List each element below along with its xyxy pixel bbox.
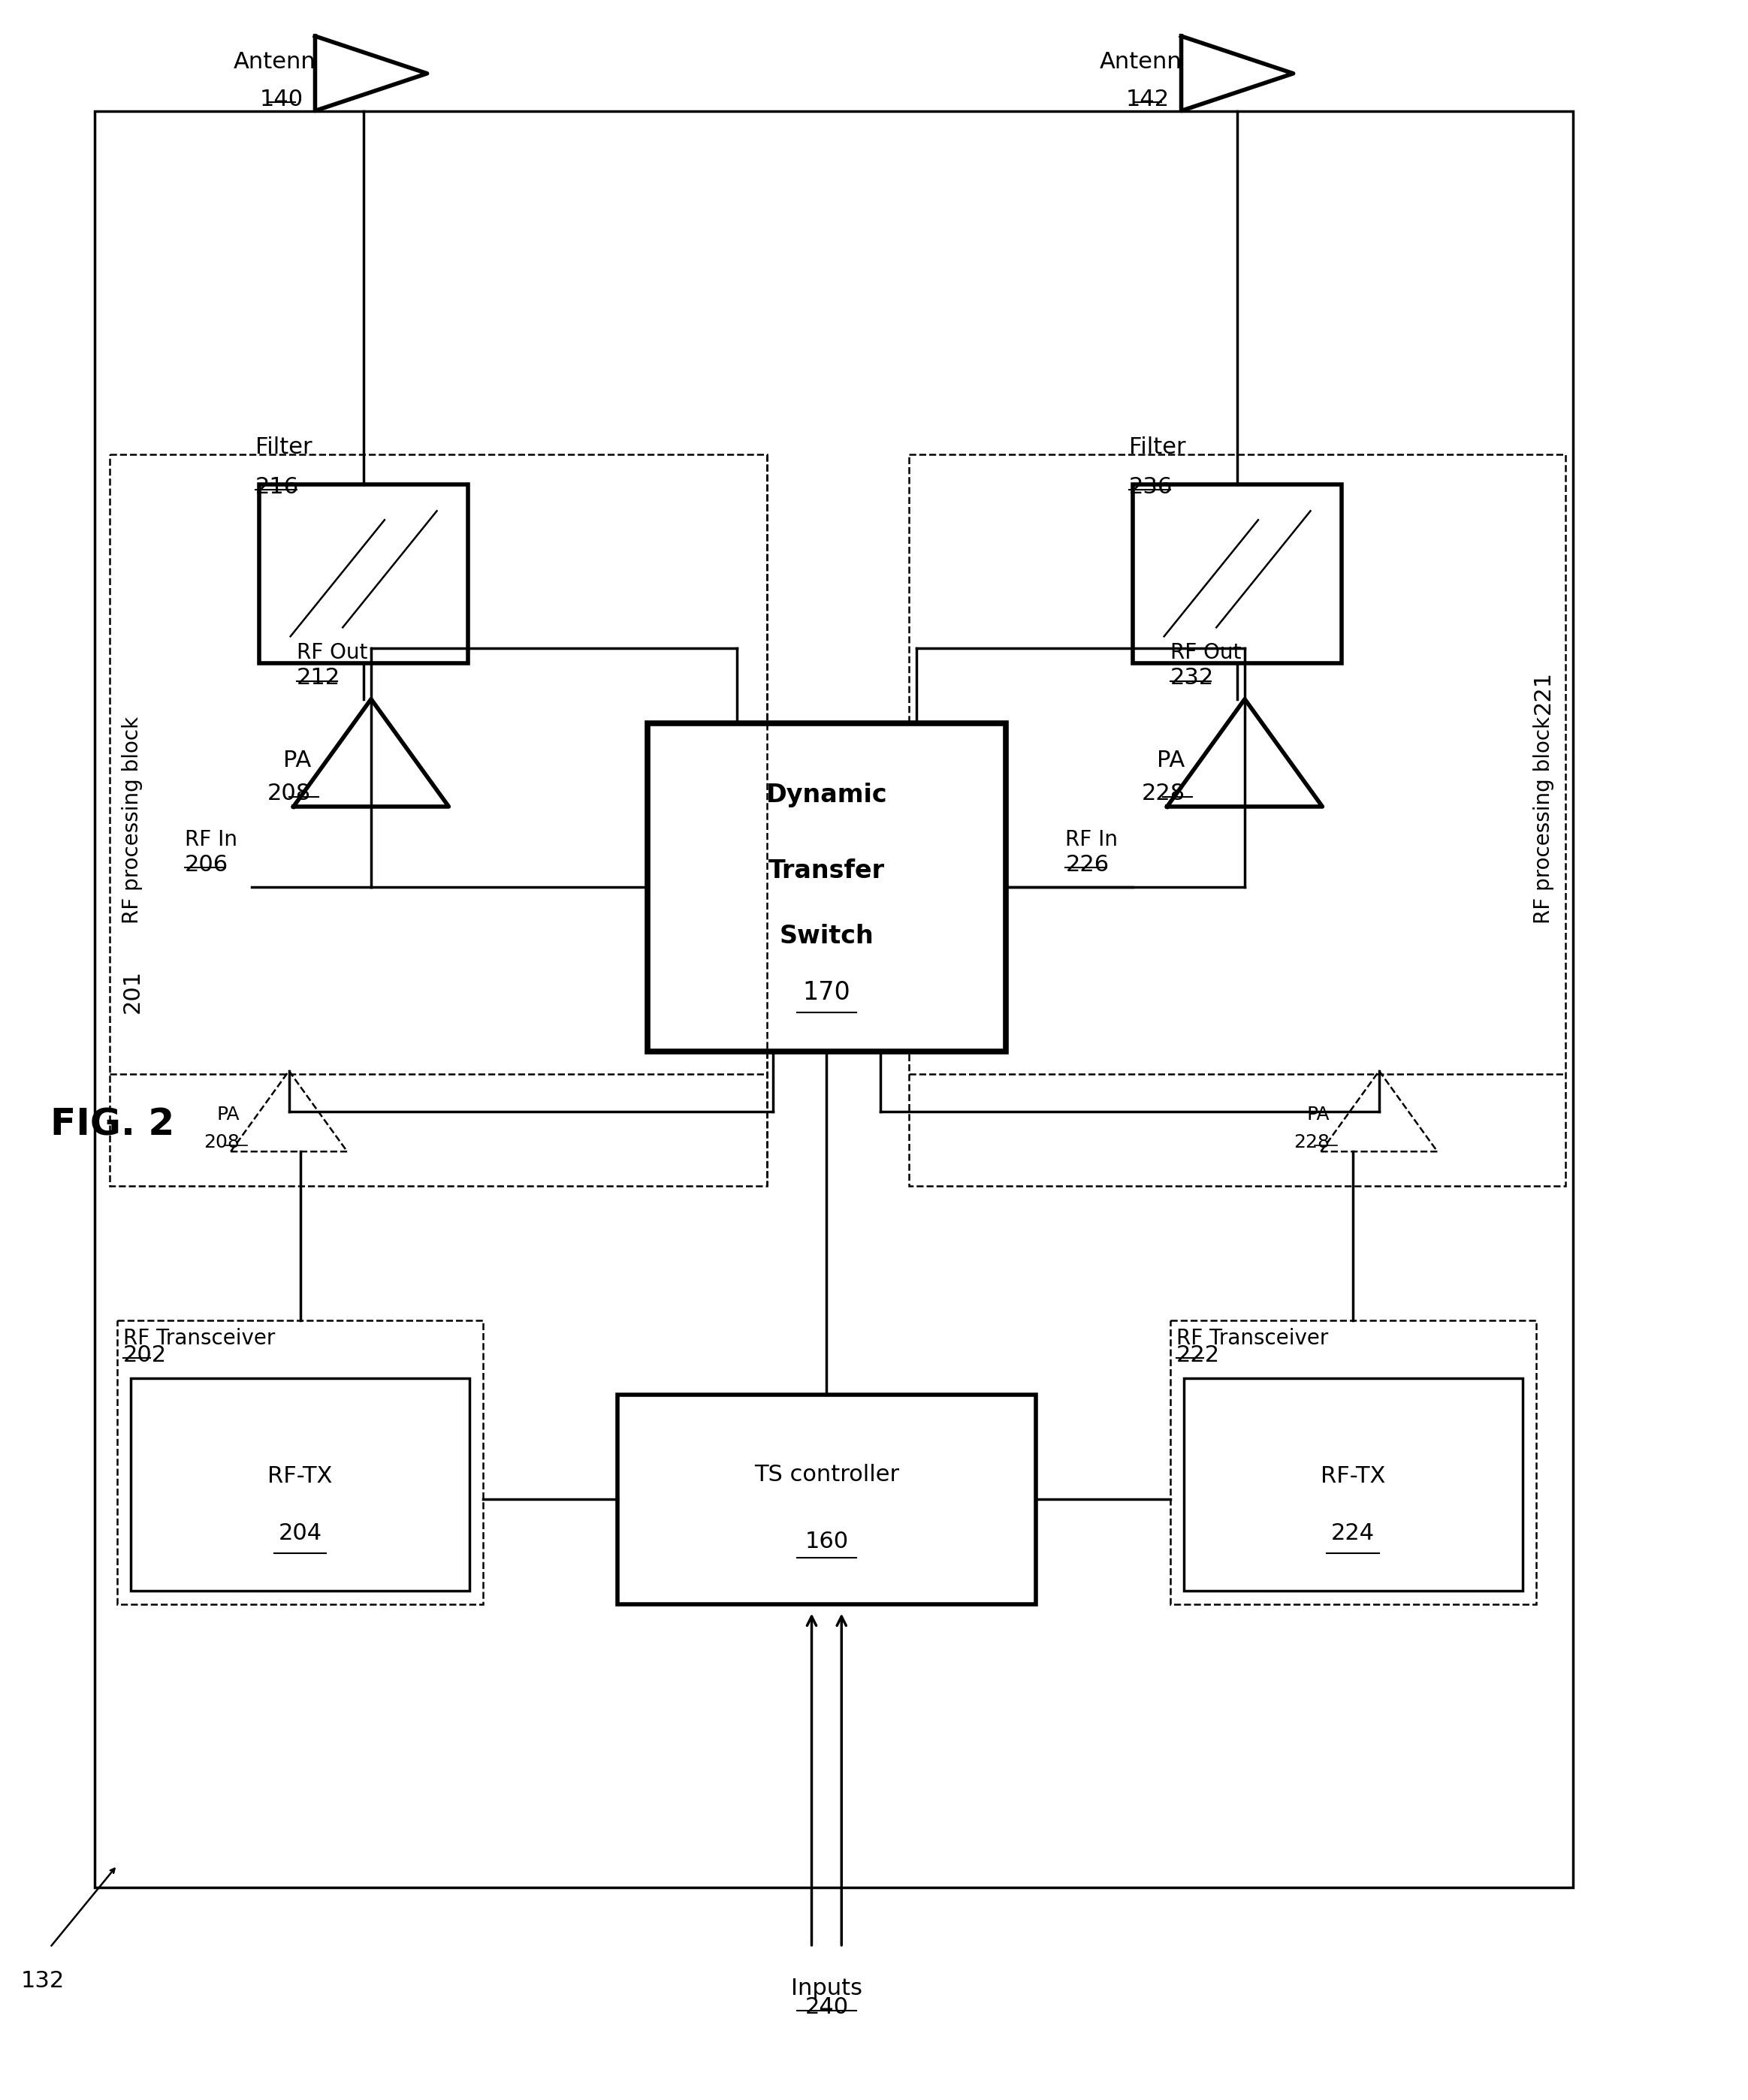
Bar: [131, 1378, 470, 1590]
Text: RF Transceiver: RF Transceiver: [1176, 1327, 1328, 1348]
Text: 142: 142: [1126, 88, 1169, 109]
Text: 140: 140: [260, 88, 304, 109]
Text: 228: 228: [1141, 783, 1185, 804]
Bar: [259, 485, 468, 664]
Text: Filter: Filter: [255, 437, 313, 458]
Text: PA: PA: [217, 1107, 239, 1123]
Text: Antenna: Antenna: [1099, 50, 1196, 74]
Text: RF processing block: RF processing block: [1533, 716, 1554, 924]
Text: 208: 208: [267, 783, 311, 804]
Bar: [647, 722, 1005, 1052]
Bar: [1169, 1321, 1536, 1604]
Text: Filter: Filter: [1129, 437, 1185, 458]
Text: 132: 132: [21, 1970, 65, 1991]
Text: RF In: RF In: [1066, 830, 1119, 850]
Bar: [909, 454, 1566, 1186]
Text: Transfer: Transfer: [769, 859, 884, 884]
Text: PA: PA: [1308, 1107, 1330, 1123]
Text: 221: 221: [1533, 670, 1554, 714]
Bar: [94, 111, 1573, 1888]
Text: 228: 228: [1294, 1134, 1330, 1151]
Text: FIG. 2: FIG. 2: [51, 1107, 175, 1142]
Polygon shape: [315, 36, 427, 111]
Text: 208: 208: [205, 1134, 239, 1151]
Text: 160: 160: [804, 1531, 848, 1552]
Text: Dynamic: Dynamic: [766, 783, 888, 808]
Text: Inputs: Inputs: [790, 1978, 862, 1999]
Bar: [617, 1394, 1035, 1604]
Text: Switch: Switch: [780, 924, 874, 949]
Text: 236: 236: [1129, 477, 1173, 498]
Bar: [1133, 485, 1342, 664]
Text: 204: 204: [278, 1522, 322, 1544]
Text: 216: 216: [255, 477, 299, 498]
Text: 240: 240: [804, 1997, 848, 2018]
Text: RF-TX: RF-TX: [1320, 1466, 1386, 1487]
Text: TS controller: TS controller: [753, 1464, 898, 1485]
Text: RF Out: RF Out: [1169, 643, 1241, 664]
Text: RF-TX: RF-TX: [267, 1466, 332, 1487]
Bar: [1183, 1378, 1523, 1590]
Text: 170: 170: [802, 981, 851, 1004]
Text: 224: 224: [1332, 1522, 1376, 1544]
Text: RF Transceiver: RF Transceiver: [122, 1327, 274, 1348]
Text: 232: 232: [1169, 668, 1213, 689]
Text: 226: 226: [1066, 853, 1110, 876]
Text: 222: 222: [1176, 1344, 1220, 1365]
Text: Antenna: Antenna: [232, 50, 330, 74]
Text: PA: PA: [283, 750, 311, 771]
Bar: [110, 454, 767, 1186]
Polygon shape: [1182, 36, 1294, 111]
Text: 201: 201: [121, 970, 143, 1012]
Text: PA: PA: [1157, 750, 1185, 771]
Text: RF processing block: RF processing block: [122, 716, 143, 924]
Text: RF In: RF In: [185, 830, 238, 850]
Bar: [117, 1321, 482, 1604]
Text: 206: 206: [185, 853, 227, 876]
Text: 212: 212: [297, 668, 341, 689]
Text: RF Out: RF Out: [297, 643, 367, 664]
Text: 202: 202: [122, 1344, 166, 1365]
